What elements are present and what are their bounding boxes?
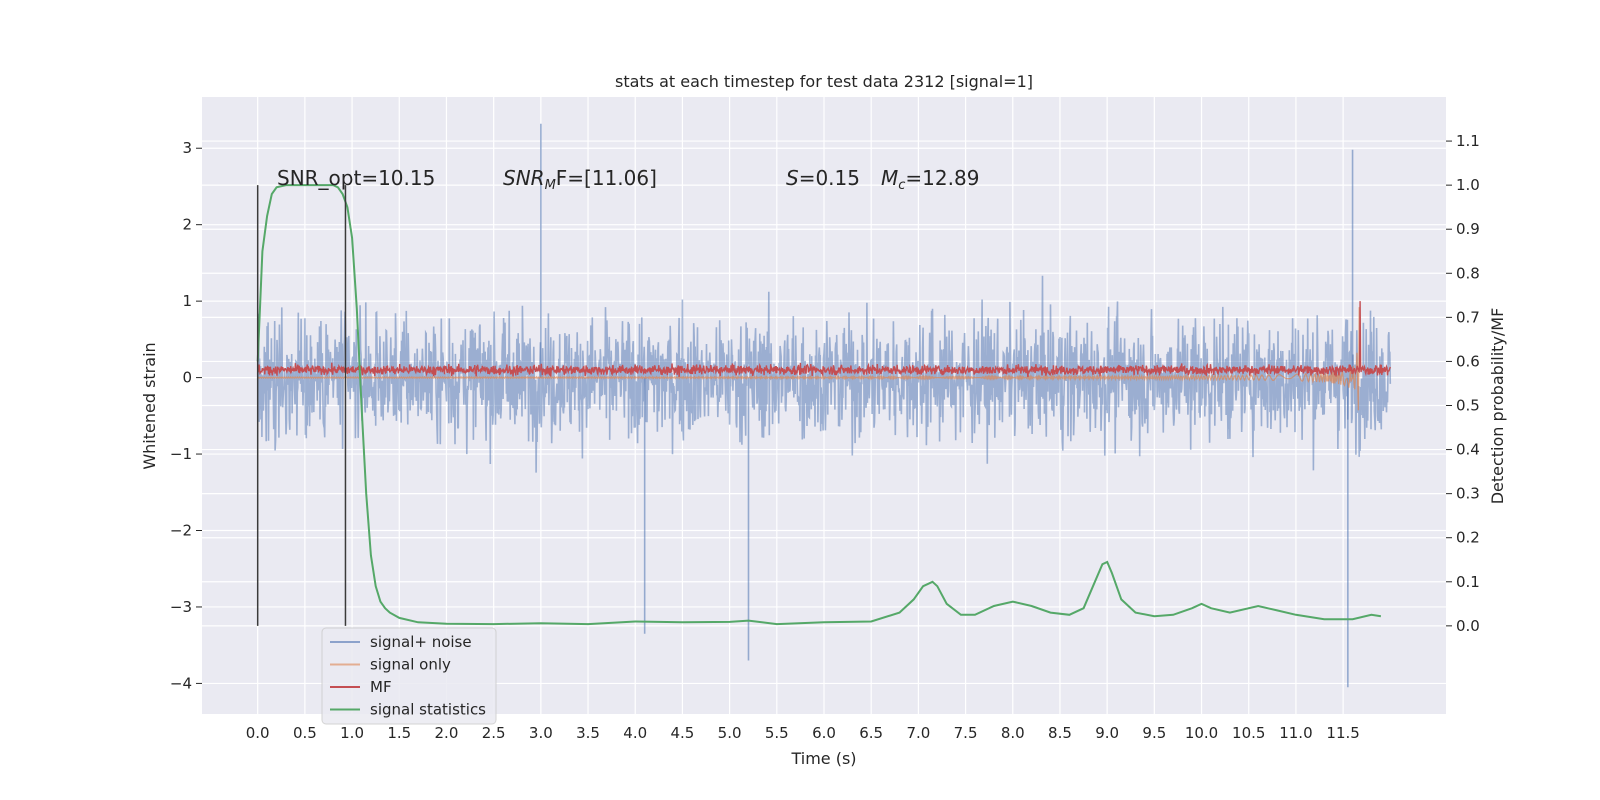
region-markers	[256, 185, 347, 626]
legend: signal+ noise signal only MF signal statist…	[321, 627, 497, 725]
y2-axis-label: Detection probability/MF	[1488, 308, 1507, 505]
x-tick-label: 7.5	[954, 724, 978, 742]
legend-box	[321, 627, 497, 725]
legend-label: signal+ noise	[370, 633, 472, 651]
x-tick-label: 11.5	[1326, 724, 1359, 742]
y2-tick-label: 0.5	[1456, 397, 1480, 415]
x-axis-label: Time (s)	[790, 749, 856, 768]
x-tick-label: 4.5	[670, 724, 694, 742]
x-tick-label: 0.5	[293, 724, 317, 742]
x-tick-label: 10.5	[1232, 724, 1265, 742]
y2-tick-label: 0.4	[1456, 441, 1480, 459]
series-signal-noise	[256, 275, 1392, 473]
x-tick-label: 11.0	[1279, 724, 1312, 742]
x-tick-label: 3.0	[529, 724, 553, 742]
series-layer	[256, 123, 1392, 688]
s-value: =0.15	[799, 166, 860, 190]
series-mf	[257, 301, 1391, 378]
y2-tick-label: 1.0	[1456, 176, 1480, 194]
legend-label: signal only	[370, 656, 451, 674]
snr-opt-annotation: SNR_opt=10.15	[277, 166, 435, 190]
x-tick-label: 6.5	[859, 724, 883, 742]
x-tick-label: 9.5	[1142, 724, 1166, 742]
x-tick-label: 0.0	[246, 724, 270, 742]
y2-tick-label: 1.1	[1456, 132, 1480, 150]
y-axis-ticks: 3 2 1 0 −1 −2 −3 −4	[170, 139, 202, 692]
y2-tick-label: 0.1	[1456, 573, 1480, 591]
y-tick-label: −3	[170, 598, 192, 616]
y2-tick-label: 0.2	[1456, 529, 1480, 547]
snr-mf-annotation: SNRMF=[11.06]	[503, 166, 657, 193]
snr-mf-subscript: M	[545, 178, 556, 193]
series-signal-statistics	[256, 184, 1382, 626]
x-tick-label: 5.5	[765, 724, 789, 742]
snr-mf-label: SNR	[503, 166, 545, 190]
y2-tick-label: 0.8	[1456, 264, 1480, 282]
y-axis-label: Whitened strain	[140, 342, 159, 469]
y2-tick-label: 0.9	[1456, 220, 1480, 238]
x-tick-label: 9.0	[1095, 724, 1119, 742]
y2-tick-label: 0.7	[1456, 308, 1480, 326]
series-signal-only	[257, 307, 1360, 411]
x-tick-label: 8.5	[1048, 724, 1072, 742]
y2-tick-label: 0.0	[1456, 617, 1480, 635]
x-tick-label: 1.0	[340, 724, 364, 742]
y-tick-label: −4	[170, 674, 192, 692]
s-annotation: S=0.15	[786, 166, 860, 190]
x-tick-label: 6.0	[812, 724, 836, 742]
y-tick-label: 1	[182, 292, 192, 310]
snr-mf-value: F=[11.06]	[556, 166, 657, 190]
x-tick-label: 4.0	[623, 724, 647, 742]
mc-value: =12.89	[905, 166, 979, 190]
legend-label: MF	[370, 678, 392, 696]
x-tick-label: 3.5	[576, 724, 600, 742]
x-tick-label: 1.5	[387, 724, 411, 742]
y2-tick-label: 0.3	[1456, 485, 1480, 503]
legend-label: signal statistics	[370, 701, 486, 719]
y-tick-label: −2	[170, 522, 192, 540]
x-tick-label: 8.0	[1001, 724, 1025, 742]
mc-label: M	[881, 166, 898, 190]
chart-title: stats at each timestep for test data 231…	[615, 72, 1033, 91]
y-tick-label: −1	[170, 445, 192, 463]
y-tick-label: 2	[182, 216, 192, 234]
mc-annotation: Mc=12.89	[881, 166, 979, 193]
x-tick-label: 7.0	[906, 724, 930, 742]
s-label: S	[786, 166, 799, 190]
mc-subscript: c	[898, 178, 905, 193]
x-tick-label: 2.0	[435, 724, 459, 742]
y-tick-label: 0	[182, 369, 192, 387]
x-axis-ticks: 0.0 0.5 1.0 1.5 2.0 2.5 3.0 3.5 4.0 4.5 5.0 5.5 6.0 6…	[246, 724, 1360, 742]
legend-items: signal+ noise signal only MF signal statist…	[330, 633, 486, 719]
x-tick-label: 10.0	[1185, 724, 1218, 742]
y2-axis-ticks: 1.1 1.0 0.9 0.8 0.7 0.6 0.5 0.4 0.3 0.2 0.1 0.0	[1446, 132, 1480, 635]
x-tick-label: 2.5	[482, 724, 506, 742]
x-tick-label: 5.0	[718, 724, 742, 742]
y2-tick-label: 0.6	[1456, 352, 1480, 370]
y-tick-label: 3	[182, 139, 192, 157]
